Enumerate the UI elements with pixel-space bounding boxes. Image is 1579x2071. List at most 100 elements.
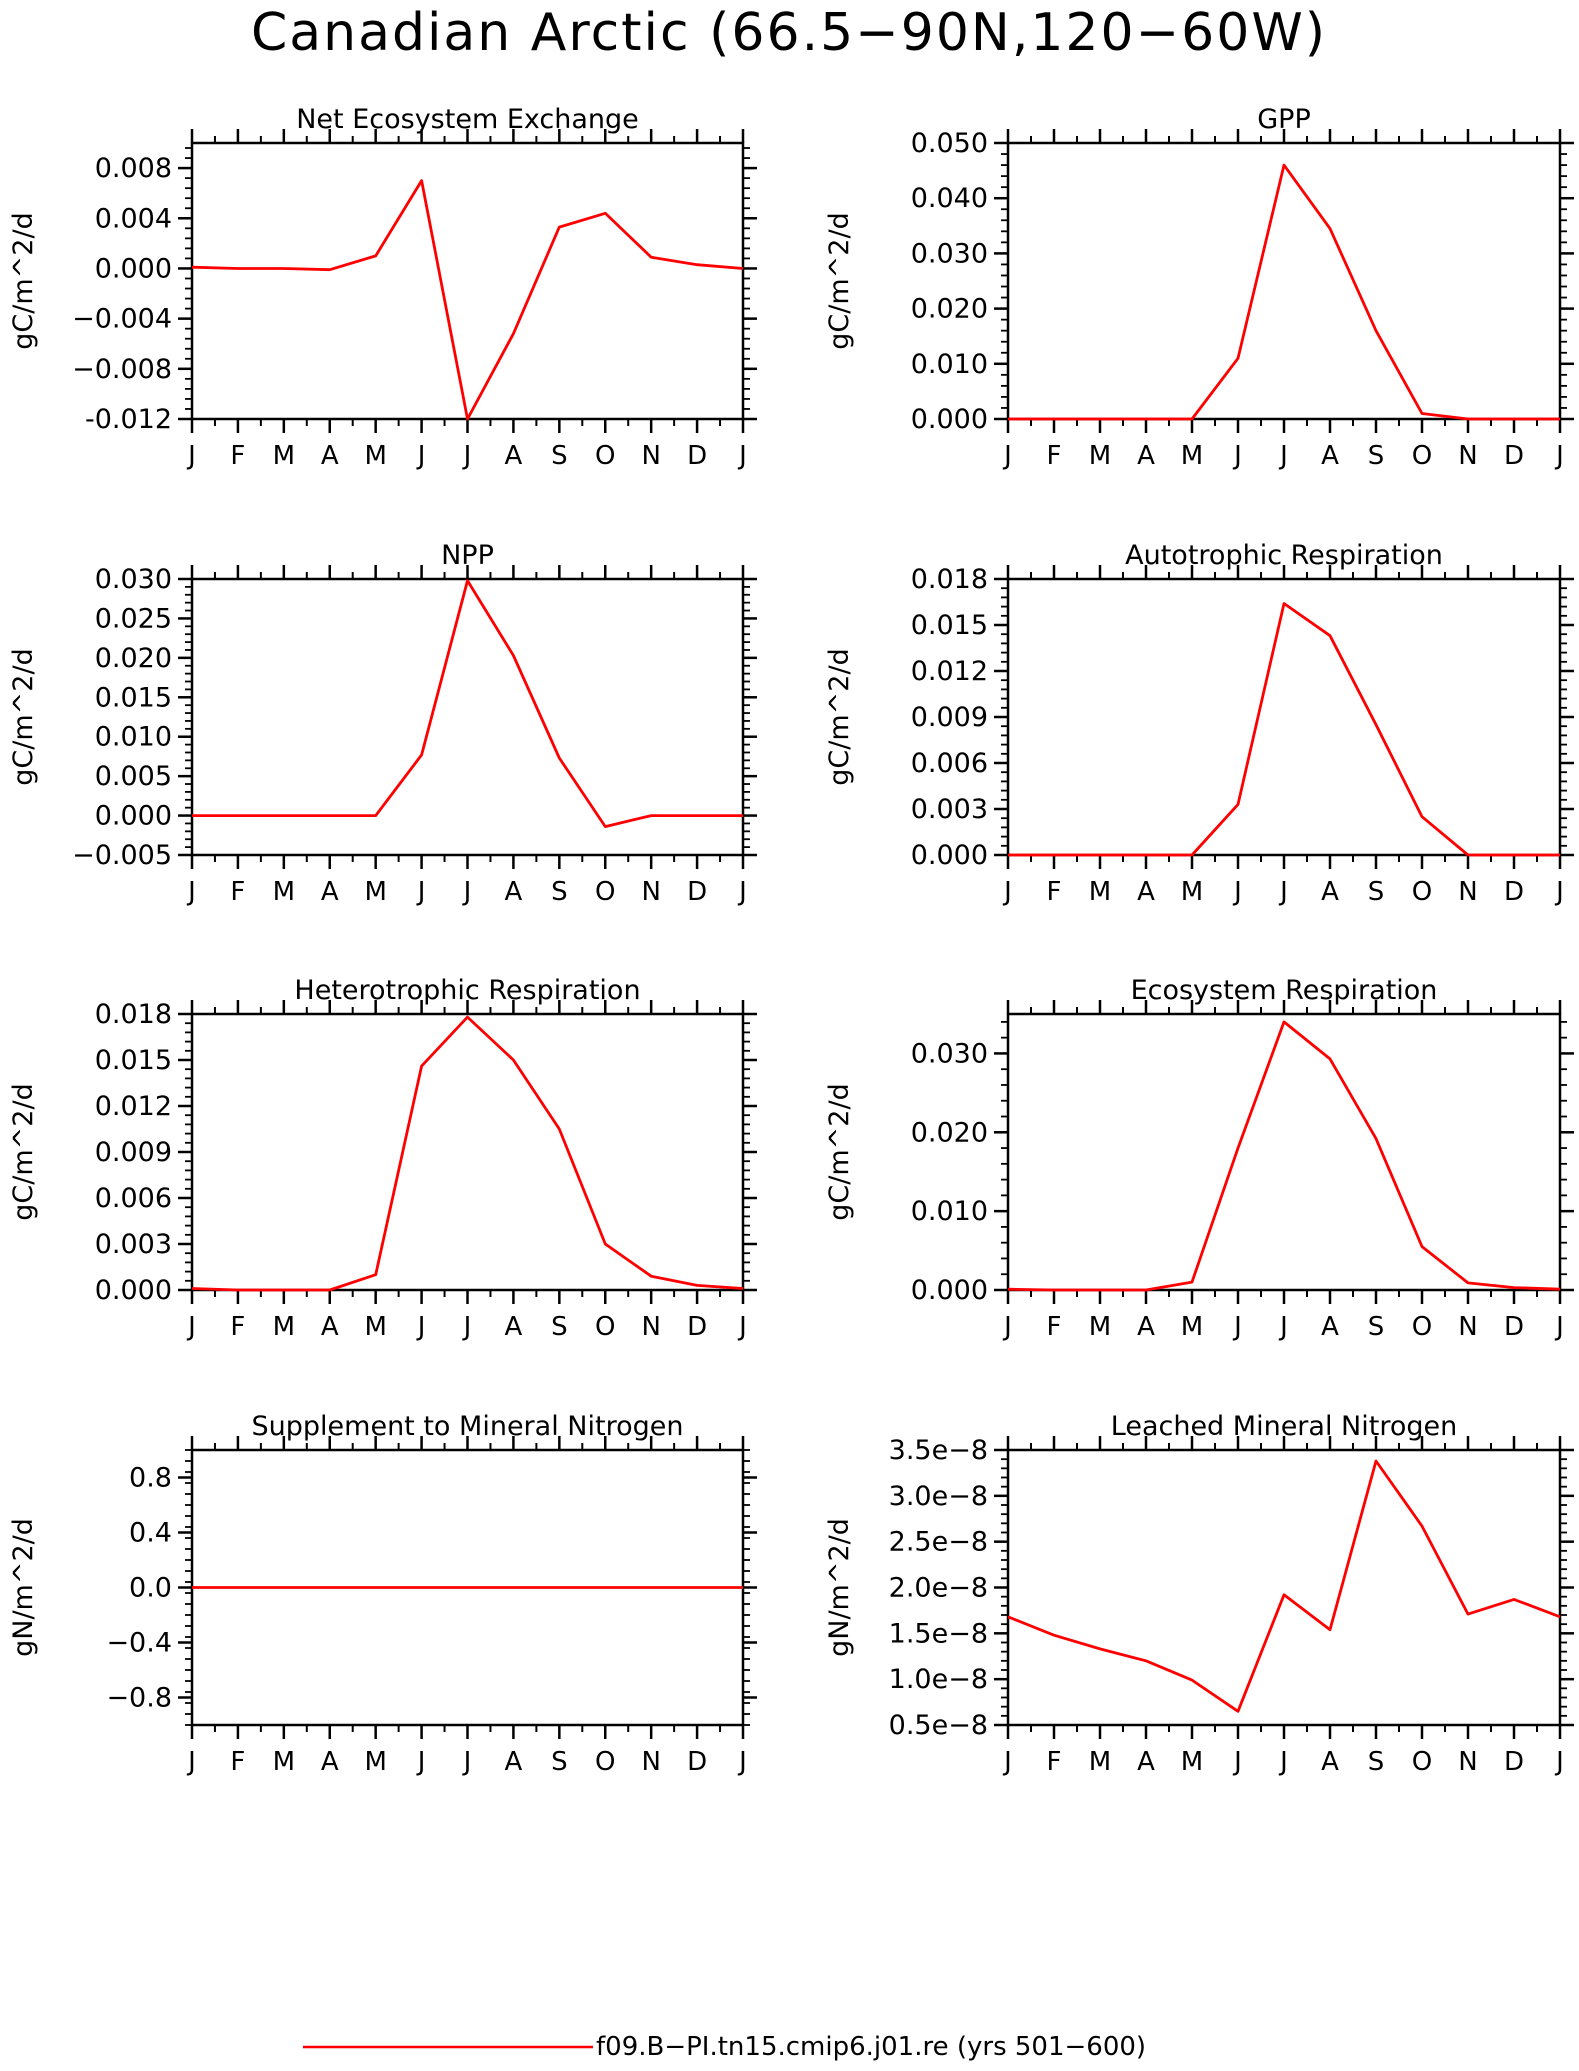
y-tick-label: 0.006 xyxy=(911,748,988,779)
y-tick-label: −0.008 xyxy=(72,354,172,385)
x-tick-label: N xyxy=(1458,441,1477,471)
x-tick-label: N xyxy=(641,877,660,907)
x-tick-label: M xyxy=(273,1747,295,1777)
x-tick-label: O xyxy=(595,441,615,471)
y-tick-label: 0.000 xyxy=(95,253,172,284)
y-tick-label: 0.015 xyxy=(95,1045,172,1076)
x-tick-label: J xyxy=(416,1747,426,1777)
x-tick-label: J xyxy=(1002,441,1012,471)
x-tick-label: S xyxy=(1368,877,1385,907)
y-tick-label: 1.5e−8 xyxy=(889,1618,988,1649)
x-tick-label: A xyxy=(1137,1312,1155,1342)
y-tick-label: 0.000 xyxy=(95,801,172,832)
x-tick-label: J xyxy=(1232,1312,1242,1342)
series-line xyxy=(1007,1459,1561,1713)
x-tick-label: S xyxy=(551,441,568,471)
x-tick-label: O xyxy=(1412,1312,1432,1342)
x-tick-label: J xyxy=(1232,877,1242,907)
y-tick-label: 0.018 xyxy=(911,564,988,595)
x-tick-label: M xyxy=(1181,877,1203,907)
y-tick-label: 0.010 xyxy=(911,349,988,380)
x-tick-label: F xyxy=(230,441,245,471)
x-tick-label: J xyxy=(462,441,472,471)
y-tick-label: 0.020 xyxy=(95,643,172,674)
x-tick-label: D xyxy=(687,1312,707,1342)
y-tick-label: 0.040 xyxy=(911,183,988,214)
plot-frame xyxy=(1006,1448,1562,1727)
legend: f09.B−PI.tn15.cmip6.j01.re (yrs 501−600) xyxy=(303,2032,1146,2062)
y-tick-label: −0.8 xyxy=(106,1683,172,1714)
y-tick-label: 0.030 xyxy=(911,1038,988,1069)
y-tick-label: 0.025 xyxy=(95,603,172,634)
y-tick-label: 2.0e−8 xyxy=(889,1573,988,1604)
y-axis-label: gC/m^2/d xyxy=(8,1083,39,1220)
x-tick-label: J xyxy=(737,877,747,907)
x-tick-label: O xyxy=(1412,1747,1432,1777)
x-tick-label: A xyxy=(1321,1312,1339,1342)
y-tick-label: 0.018 xyxy=(95,999,172,1030)
y-tick-label: 1.0e−8 xyxy=(889,1664,988,1695)
y-tick-label: 0.003 xyxy=(911,794,988,825)
y-tick-label: −0.004 xyxy=(72,304,172,335)
plot-frame xyxy=(1006,141,1562,421)
y-tick-label: 3.0e−8 xyxy=(889,1481,988,1512)
x-tick-label: A xyxy=(1137,877,1155,907)
y-tick-label: 0.009 xyxy=(95,1137,172,1168)
x-tick-label: A xyxy=(321,877,339,907)
x-tick-label: J xyxy=(462,1312,472,1342)
plot-frame xyxy=(1006,1012,1562,1292)
x-tick-label: A xyxy=(505,441,523,471)
y-tick-label: 0.000 xyxy=(95,1275,172,1306)
x-tick-label: J xyxy=(1554,441,1564,471)
x-tick-label: J xyxy=(1002,877,1012,907)
y-tick-label: 0.006 xyxy=(95,1183,172,1214)
x-tick-label: J xyxy=(737,1747,747,1777)
y-tick-label: −0.4 xyxy=(106,1628,172,1659)
x-tick-label: A xyxy=(505,1312,523,1342)
x-tick-label: J xyxy=(1002,1312,1012,1342)
y-axis-label: gN/m^2/d xyxy=(824,1518,855,1657)
x-tick-label: J xyxy=(1232,1747,1242,1777)
x-tick-label: F xyxy=(1047,1312,1062,1342)
series-line xyxy=(191,1015,744,1292)
series-line xyxy=(1007,1020,1561,1292)
x-tick-label: D xyxy=(687,1747,707,1777)
y-axis-label: gN/m^2/d xyxy=(8,1518,39,1657)
x-tick-label: D xyxy=(687,441,707,471)
x-tick-label: M xyxy=(1089,877,1111,907)
x-tick-label: J xyxy=(1002,1747,1012,1777)
y-tick-label: 0.008 xyxy=(95,153,172,184)
x-tick-label: O xyxy=(1412,441,1432,471)
x-tick-label: M xyxy=(1181,441,1203,471)
x-tick-label: M xyxy=(1089,1312,1111,1342)
x-tick-label: J xyxy=(416,441,426,471)
y-tick-label: 3.5e−8 xyxy=(889,1435,988,1466)
x-tick-label: M xyxy=(364,877,386,907)
x-tick-label: J xyxy=(1278,441,1288,471)
x-tick-label: S xyxy=(1368,441,1385,471)
y-axis-label: gC/m^2/d xyxy=(824,648,855,785)
y-tick-label: 0.012 xyxy=(95,1091,172,1122)
y-tick-label: 0.010 xyxy=(911,1196,988,1227)
x-tick-label: M xyxy=(364,441,386,471)
x-tick-label: J xyxy=(1554,1747,1564,1777)
x-tick-label: A xyxy=(1321,877,1339,907)
x-tick-label: S xyxy=(551,1747,568,1777)
x-tick-label: A xyxy=(321,1747,339,1777)
plot-frame xyxy=(1006,577,1562,857)
x-tick-label: J xyxy=(186,441,196,471)
y-tick-label: 0.000 xyxy=(911,1275,988,1306)
x-tick-label: J xyxy=(1232,441,1242,471)
x-tick-label: M xyxy=(273,1312,295,1342)
figure-title: Canadian Arctic (66.5−90N,120−60W) xyxy=(251,3,1327,63)
y-axis-label: gC/m^2/d xyxy=(824,212,855,349)
y-tick-label: 0.015 xyxy=(911,610,988,641)
x-tick-label: D xyxy=(1504,877,1524,907)
x-tick-label: A xyxy=(321,441,339,471)
